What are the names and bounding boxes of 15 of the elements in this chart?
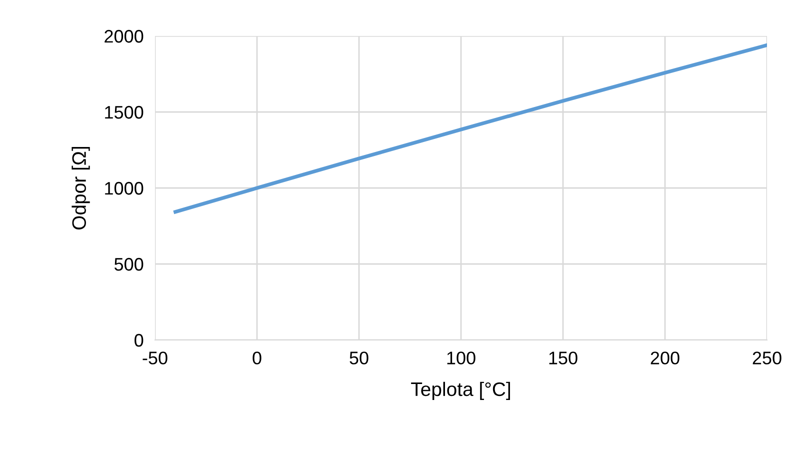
- x-tick-label: 50: [350, 352, 368, 364]
- x-tick-label: 0: [252, 352, 262, 364]
- y-tick-label: 500: [114, 258, 144, 271]
- x-tick-label: -50: [142, 352, 168, 364]
- x-tick-label: 100: [447, 352, 476, 364]
- x-tick-label: 200: [650, 352, 680, 364]
- y-tick-label: 2000: [104, 30, 144, 43]
- x-tick-label: 250: [752, 352, 782, 364]
- y-tick-label: 1500: [105, 106, 144, 119]
- line-series: [174, 43, 767, 214]
- x-axis-title: Teplota [°C]: [411, 382, 510, 400]
- y-tick-label: 0: [134, 334, 144, 347]
- y-axis-title: Odpor [Ω]: [72, 146, 90, 230]
- y-tick-label: 1000: [105, 182, 144, 195]
- x-tick-label: 150: [549, 352, 578, 364]
